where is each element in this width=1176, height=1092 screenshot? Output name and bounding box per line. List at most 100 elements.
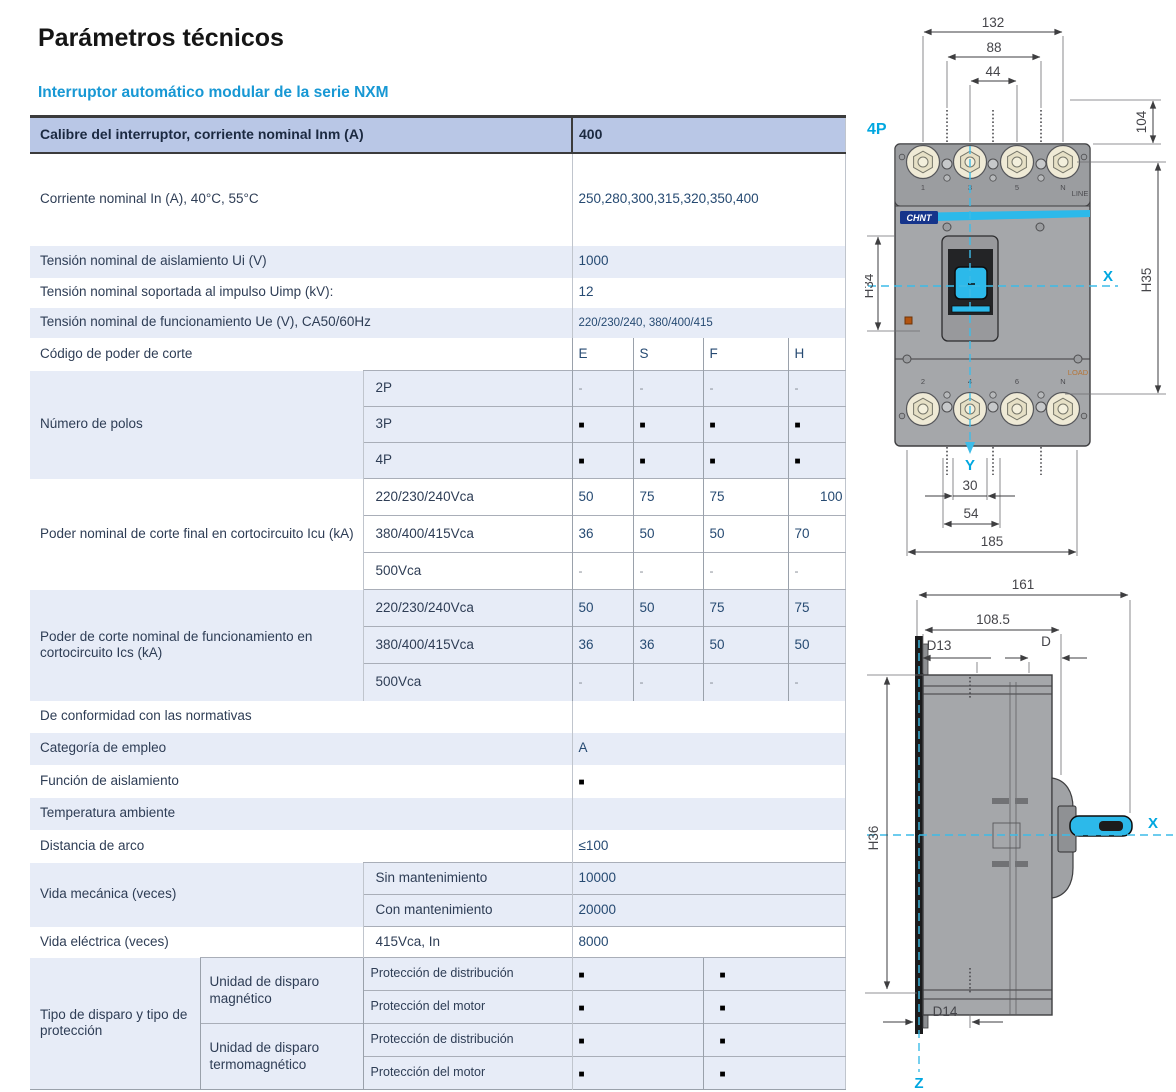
row-value: 75 — [787, 589, 846, 627]
line-side-label: LINE — [1072, 189, 1089, 198]
dim-30: 30 — [962, 478, 977, 493]
front-view-drawing: CHNT LINE LOAD 1 3 5 N 2 4 6 N X Y 4P — [865, 15, 1166, 556]
terminal-label: N — [1060, 377, 1065, 386]
cell-text: ■ — [578, 776, 585, 788]
terminal-label: 2 — [921, 377, 925, 386]
row-sublabel: 500Vca — [362, 552, 572, 590]
row-label: Función de aislamiento — [30, 765, 572, 798]
dim-185: 185 — [981, 534, 1004, 549]
row-value: - — [632, 370, 703, 407]
row-label: Tensión nominal soportada al impulso Uim… — [30, 278, 572, 308]
cell-text: Tensión nominal de aislamiento Ui (V) — [40, 253, 267, 269]
table-row: Vida eléctrica (veces) 415Vca, In 8000 — [30, 926, 846, 958]
trip-unit-label: Unidad de disparo termomagnético — [199, 1023, 363, 1090]
table-row: Tensión nominal de aislamiento Ui (V) 100… — [30, 245, 846, 278]
dim-H35: H35 — [1139, 268, 1154, 293]
cell-text: ■ — [719, 1002, 726, 1014]
row-sublabel: Con mantenimiento — [362, 894, 572, 927]
row-value: ■ — [632, 406, 703, 443]
cell-text: - — [639, 563, 644, 578]
cell-text: - — [639, 381, 644, 396]
cell-text: ■ — [709, 456, 716, 468]
cell-text: Función de aislamiento — [40, 772, 179, 788]
cell-text: Calibre del interruptor, corriente nomin… — [40, 126, 364, 143]
cell-text: 75 — [709, 599, 725, 615]
cell-text: 50 — [639, 525, 655, 541]
row-value: - — [571, 370, 633, 407]
row-value: - — [702, 552, 788, 590]
row-value: 50 — [632, 589, 703, 627]
cell-text: - — [794, 381, 799, 396]
cell-text: 220/230/240, 380/400/415 — [578, 317, 713, 330]
brand-logo-box — [900, 211, 938, 224]
cell-text: 8000 — [578, 933, 609, 949]
row-value: 50 — [787, 626, 846, 664]
cell-text: ■ — [578, 1002, 585, 1014]
cell-text: 400 — [579, 126, 603, 143]
side-dimensions: 161 108.5 D13 D H36 D14 — [865, 577, 1131, 1028]
row-value: ■ — [571, 957, 703, 991]
row-value: - — [632, 663, 703, 701]
dim-104: 104 — [1134, 110, 1149, 133]
row-value: 12 — [571, 277, 846, 308]
row-value: 220/230/240, 380/400/415 — [571, 307, 846, 338]
cell-text: - — [578, 381, 583, 396]
technical-parameters-table: Calibre del interruptor, corriente nomin… — [30, 115, 846, 1090]
row-value: 50 — [632, 515, 703, 553]
table-row: Poder nominal de corte final en cortocir… — [30, 478, 846, 541]
cell-text: 75 — [639, 488, 655, 504]
cell-text: 12 — [578, 284, 594, 300]
terminal-label: N — [1060, 183, 1065, 192]
protection-type-label: Protección del motor — [362, 990, 572, 1024]
cell-text: 100 — [820, 488, 843, 504]
cell-text: 3P — [375, 416, 393, 432]
row-value: 75 — [702, 589, 788, 627]
row-sublabel: 2P — [362, 370, 572, 407]
code-column-header: H — [787, 337, 846, 371]
protection-type-label: Protección de distribución — [362, 957, 572, 991]
cell-text: Unidad de disparo termomagnético — [209, 1040, 320, 1072]
cell-text: Protección del motor — [370, 999, 486, 1014]
terminal-label: 5 — [1015, 183, 1019, 192]
row-value: ■ — [702, 406, 788, 443]
cell-text: 10000 — [578, 870, 617, 886]
toggle-handle — [954, 266, 988, 300]
row-value: ■ — [702, 957, 846, 991]
row-value: ≤100 — [571, 829, 846, 863]
cell-text: - — [794, 563, 799, 578]
dim-D14: D14 — [933, 1004, 958, 1019]
cell-text: Unidad de disparo magnético — [209, 974, 320, 1006]
cell-text: 75 — [794, 599, 810, 615]
table-row: Temperatura ambiente — [30, 797, 846, 830]
group-label: Tipo de disparo y tipo de protección — [30, 958, 200, 1090]
dim-161: 161 — [1012, 577, 1035, 592]
row-value: - — [787, 663, 846, 701]
cell-text: 50 — [709, 636, 725, 652]
trip-unit-label: Unidad de disparo magnético — [199, 957, 363, 1024]
cell-text: 36 — [578, 525, 594, 541]
cell-text: ■ — [639, 420, 646, 432]
cell-text: Número de polos — [40, 416, 143, 432]
row-label: Tensión nominal de aislamiento Ui (V) — [30, 246, 572, 278]
cell-text: 50 — [639, 599, 655, 615]
cell-text: - — [709, 675, 714, 690]
cell-text: ■ — [719, 969, 726, 981]
cell-text: 220/230/240Vca — [375, 599, 474, 615]
side-breaker-body — [915, 636, 1133, 1034]
cell-text: 50 — [794, 636, 810, 652]
row-value: A — [571, 732, 846, 765]
cell-text: - — [794, 675, 799, 690]
row-sublabel: 380/400/415Vca — [362, 515, 572, 553]
front-breaker-body: CHNT LINE LOAD 1 3 5 N 2 4 6 N — [894, 110, 1091, 475]
cell-text: - — [709, 381, 714, 396]
load-side-label: LOAD — [1068, 368, 1089, 377]
cell-text: - — [639, 675, 644, 690]
row-value: 36 — [571, 626, 633, 664]
cell-text: 500Vca — [375, 674, 422, 690]
dim-44: 44 — [985, 64, 1001, 79]
cell-text: - — [709, 563, 714, 578]
row-value: ■ — [787, 406, 846, 443]
table-row: Función de aislamiento ■ — [30, 764, 846, 798]
cell-text: Corriente nominal In (A), 40°C, 55°C — [40, 191, 259, 207]
row-value: 8000 — [571, 926, 846, 958]
